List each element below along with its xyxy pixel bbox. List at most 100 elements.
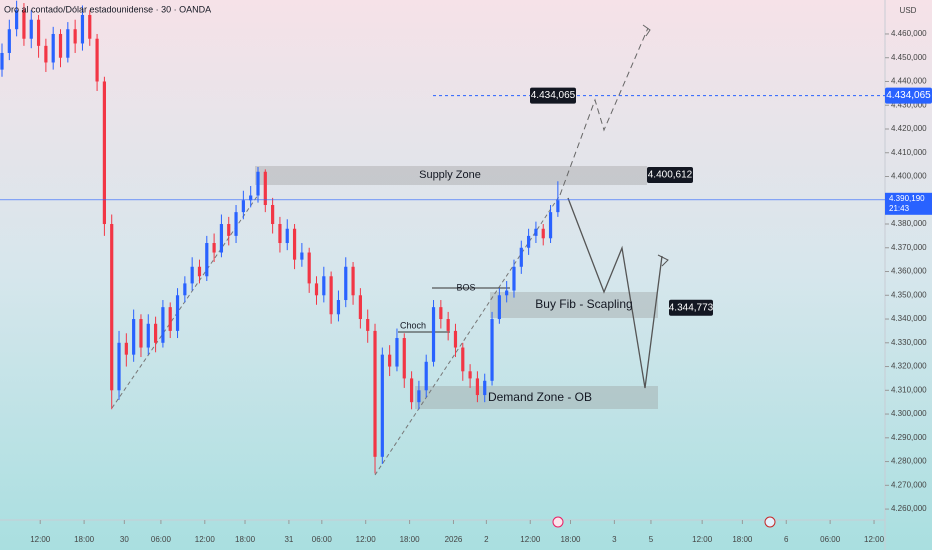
candle-body xyxy=(139,319,143,348)
candle-body xyxy=(329,276,333,315)
event-icon[interactable] xyxy=(764,516,776,528)
candle-body xyxy=(234,212,238,236)
candle-body xyxy=(322,276,326,296)
candle-body xyxy=(205,243,209,277)
candle-body xyxy=(468,371,472,379)
x-tick-label: 31 xyxy=(284,535,293,544)
candle-body xyxy=(183,283,187,296)
candle-body xyxy=(132,319,136,355)
candle-body xyxy=(95,38,99,82)
annotation: Choch xyxy=(400,320,426,330)
target-price-label: 4.434,065 xyxy=(531,90,576,101)
candle-body xyxy=(373,330,377,457)
candle-body xyxy=(336,300,341,315)
candle-body xyxy=(168,307,172,331)
y-tick-label: 4.310,000 xyxy=(891,385,927,394)
x-tick-label: 12:00 xyxy=(356,535,377,544)
candle-body xyxy=(153,323,158,343)
y-tick-label: 4.380,000 xyxy=(891,219,927,228)
arrow-head xyxy=(657,254,669,267)
candle-body xyxy=(505,290,509,296)
candle-body xyxy=(285,228,289,244)
target-axis-box xyxy=(885,87,932,104)
y-tick-label: 4.350,000 xyxy=(891,290,927,299)
y-tick-label: 4.440,000 xyxy=(891,77,927,86)
y-tick-label: 4.460,000 xyxy=(891,29,927,38)
candle-body xyxy=(548,212,553,239)
x-tick-label: 2 xyxy=(484,535,489,544)
current-price-box xyxy=(885,192,932,215)
candle-body xyxy=(395,338,399,367)
candle-body xyxy=(483,380,487,396)
x-tick-label: 18:00 xyxy=(400,535,421,544)
candle-body xyxy=(461,347,465,372)
x-tick-label: 18:00 xyxy=(235,535,256,544)
candle-body xyxy=(51,33,55,63)
candle-body xyxy=(146,323,150,348)
candle-body xyxy=(212,243,216,253)
candle-body xyxy=(197,266,202,277)
candle-body xyxy=(402,338,406,379)
candle-body xyxy=(80,14,85,44)
candle-body xyxy=(7,29,11,53)
candle-body xyxy=(314,283,319,296)
candle-body xyxy=(292,228,297,260)
candle-body xyxy=(453,330,458,348)
candle-body xyxy=(541,228,545,239)
candle-body xyxy=(344,266,348,301)
y-tick-label: 4.300,000 xyxy=(891,409,927,418)
candle-body xyxy=(263,171,267,206)
supply-zone xyxy=(255,166,647,185)
y-tick-label: 4.420,000 xyxy=(891,124,927,133)
projection-down xyxy=(567,197,663,389)
candle-body xyxy=(366,319,370,331)
candle-body xyxy=(409,378,414,403)
arrow-head xyxy=(642,24,651,37)
currency: USD xyxy=(900,6,917,15)
candle-body xyxy=(358,295,362,320)
y-tick-label: 4.360,000 xyxy=(891,267,927,276)
candle-body xyxy=(29,19,33,39)
demand-zone xyxy=(415,386,658,409)
x-tick-label: 18:00 xyxy=(732,535,753,544)
candle-body xyxy=(424,361,428,391)
countdown: 21:43 xyxy=(889,204,910,213)
y-tick-label: 4.430,000 xyxy=(891,100,927,109)
candle-body xyxy=(527,235,531,248)
y-tick-label: 4.270,000 xyxy=(891,480,927,489)
supply-price-label: 4.400,612 xyxy=(648,170,693,181)
candle-body xyxy=(102,81,106,225)
annotation: Supply Zone xyxy=(419,169,481,181)
candle-body xyxy=(446,319,450,331)
y-tick-label: 4.260,000 xyxy=(891,504,927,513)
candle-body xyxy=(417,390,421,403)
candle-body xyxy=(58,33,63,58)
annotation: Buy Fib - Scapling xyxy=(535,297,632,311)
candle-body xyxy=(22,10,26,39)
candle-body xyxy=(300,252,304,260)
candle-body xyxy=(190,266,194,284)
x-tick-label: 12:00 xyxy=(864,535,885,544)
candle-body xyxy=(36,19,41,46)
fib-price-box xyxy=(669,299,713,316)
candle-body xyxy=(88,14,92,39)
annotation: Demand Zone - OB xyxy=(488,390,592,404)
x-tick-label: 12:00 xyxy=(195,535,216,544)
x-tick-label: 6 xyxy=(784,535,789,544)
x-tick-label: 18:00 xyxy=(74,535,95,544)
candle-body xyxy=(117,342,121,391)
event-icon[interactable] xyxy=(552,516,564,528)
candle-body xyxy=(534,228,538,236)
candle-body xyxy=(351,266,355,296)
y-tick-label: 4.410,000 xyxy=(891,148,927,157)
candle-body xyxy=(73,29,77,44)
candle-body xyxy=(307,252,311,284)
candle-body xyxy=(15,10,19,30)
candle-body xyxy=(0,52,4,70)
x-tick-label: 06:00 xyxy=(820,535,841,544)
y-tick-label: 4.330,000 xyxy=(891,338,927,347)
candle-body xyxy=(256,171,260,196)
chart-title: Oro al contado/Dólar estadounidense · 30… xyxy=(4,4,211,14)
x-tick-label: 3 xyxy=(612,535,617,544)
